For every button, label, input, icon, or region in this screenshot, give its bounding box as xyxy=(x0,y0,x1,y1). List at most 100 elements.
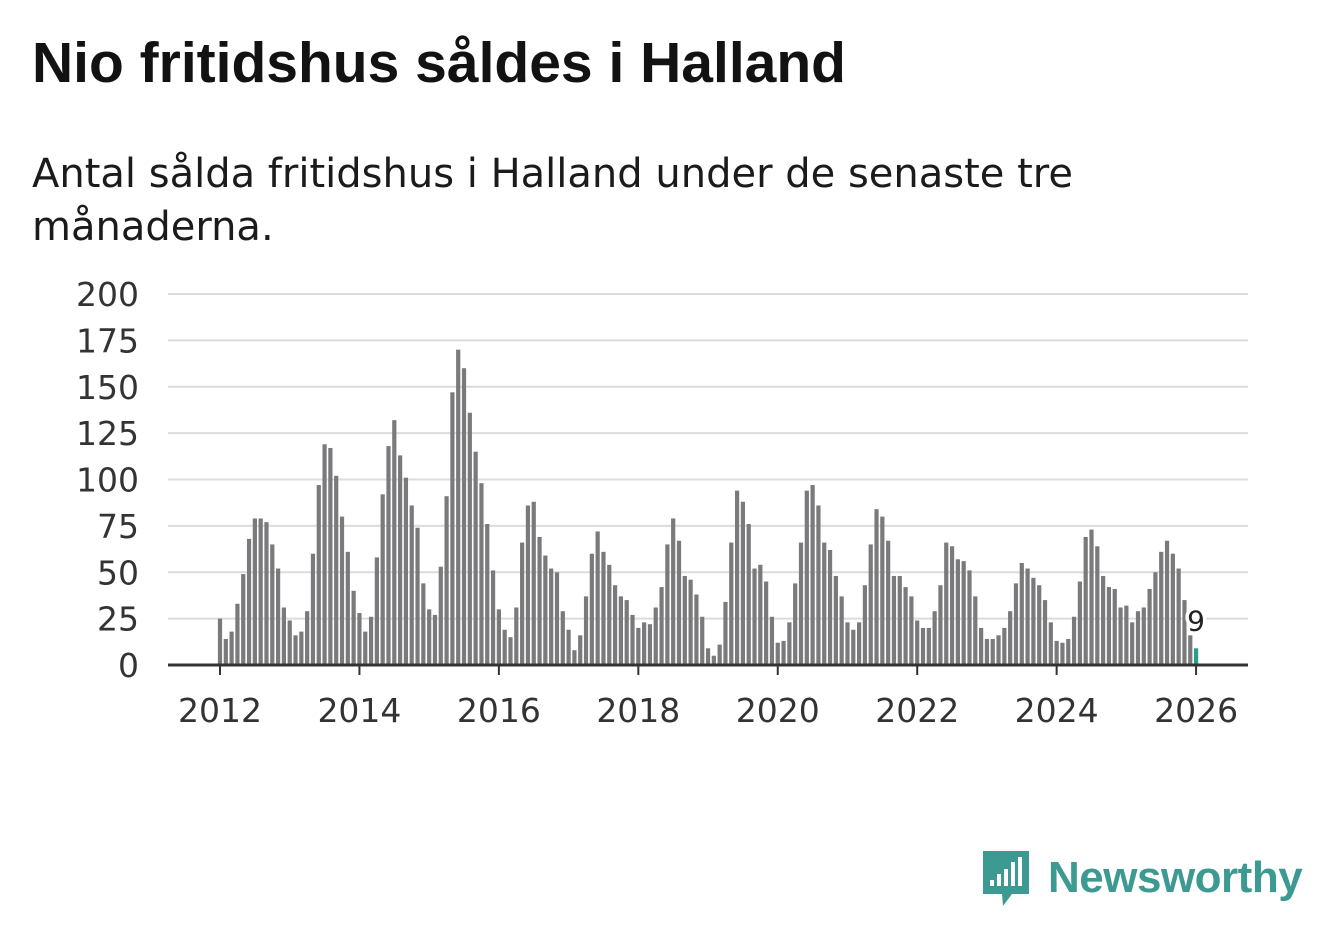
x-tick-label: 2026 xyxy=(1154,691,1238,730)
x-tick-label: 2012 xyxy=(178,691,262,730)
bar xyxy=(1153,572,1158,665)
bar xyxy=(630,614,635,665)
bar xyxy=(1106,587,1112,665)
bar xyxy=(984,639,990,665)
bar xyxy=(531,501,536,665)
y-tick-label: 75 xyxy=(97,507,139,546)
bar xyxy=(578,635,583,665)
bar xyxy=(775,642,780,665)
bar xyxy=(723,601,728,665)
x-tick-label: 2024 xyxy=(1015,691,1099,730)
bar xyxy=(589,553,594,665)
chart-subtitle: Antal sålda fritidshus i Halland under d… xyxy=(32,151,1073,250)
bar xyxy=(944,542,949,665)
bar xyxy=(862,585,868,665)
bar xyxy=(281,607,287,665)
chart-title: Nio fritidshus såldes i Halland xyxy=(32,31,847,95)
bar xyxy=(1112,588,1117,665)
bar xyxy=(305,611,310,665)
bar xyxy=(299,631,304,665)
bar xyxy=(595,531,600,665)
bar xyxy=(804,490,809,665)
bar xyxy=(949,546,955,665)
bar xyxy=(479,483,484,665)
bar xyxy=(787,622,792,665)
bar xyxy=(572,650,577,665)
bar xyxy=(403,477,409,665)
bar xyxy=(705,648,711,665)
bar xyxy=(566,629,571,665)
bar xyxy=(926,627,931,665)
bar xyxy=(444,496,449,665)
bar xyxy=(1083,537,1088,665)
bar xyxy=(293,635,298,665)
bar xyxy=(955,559,960,665)
x-tick-label: 2018 xyxy=(596,691,680,730)
bar xyxy=(322,444,327,665)
bar xyxy=(857,622,862,665)
bar xyxy=(554,572,560,665)
bar xyxy=(1176,568,1181,665)
bar xyxy=(938,585,943,665)
bar xyxy=(421,583,426,665)
bar xyxy=(769,616,775,665)
bar xyxy=(427,609,432,665)
bar xyxy=(688,579,693,665)
bar xyxy=(1135,611,1141,665)
bar xyxy=(543,555,548,665)
bar xyxy=(700,616,705,665)
bar xyxy=(217,618,223,665)
bar xyxy=(264,522,269,665)
bar xyxy=(235,603,240,665)
y-tick-label: 0 xyxy=(118,646,139,685)
bar xyxy=(334,475,339,665)
y-tick-label: 175 xyxy=(76,321,139,360)
bar xyxy=(246,538,252,665)
bar xyxy=(1182,600,1187,665)
bar xyxy=(467,412,472,665)
bar xyxy=(793,583,798,665)
bar xyxy=(461,368,467,665)
bar xyxy=(612,585,618,665)
bar xyxy=(694,594,699,665)
bar xyxy=(1101,575,1106,665)
bar xyxy=(328,447,333,665)
bar xyxy=(816,505,821,665)
bar xyxy=(276,568,281,665)
bar xyxy=(485,524,490,665)
bar xyxy=(270,544,275,665)
bar xyxy=(874,509,879,665)
bar xyxy=(711,655,716,665)
x-tick-label: 2022 xyxy=(875,691,959,730)
bar xyxy=(1054,640,1059,665)
bar xyxy=(415,527,420,665)
bar xyxy=(502,629,507,665)
bar xyxy=(618,596,623,665)
bar xyxy=(990,639,995,665)
bar xyxy=(490,570,496,665)
bar xyxy=(729,542,734,665)
bar xyxy=(798,542,804,665)
bar xyxy=(1037,585,1042,665)
bar xyxy=(665,544,670,665)
bar xyxy=(450,392,455,665)
bar xyxy=(886,540,891,665)
brand-logo[interactable]: Newsworthy xyxy=(980,848,1303,908)
bar xyxy=(932,611,937,665)
bar xyxy=(822,542,827,665)
bar xyxy=(833,575,838,665)
bar xyxy=(758,564,763,665)
bar xyxy=(979,627,984,665)
bar xyxy=(891,575,897,665)
bar xyxy=(287,620,292,665)
bar xyxy=(659,587,664,665)
bar xyxy=(909,596,914,665)
bar xyxy=(653,607,658,665)
bar xyxy=(1048,622,1053,665)
bar xyxy=(560,611,565,665)
bar xyxy=(851,629,856,665)
x-tick-label: 2020 xyxy=(736,691,820,730)
bar xyxy=(734,490,740,665)
bar xyxy=(432,614,438,665)
bar xyxy=(386,446,391,665)
